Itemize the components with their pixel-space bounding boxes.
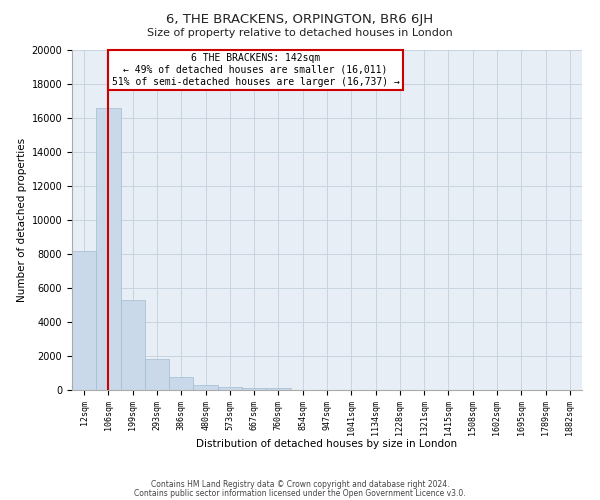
Text: 6 THE BRACKENS: 142sqm
← 49% of detached houses are smaller (16,011)
51% of semi: 6 THE BRACKENS: 142sqm ← 49% of detached… (112, 54, 400, 86)
Text: Contains HM Land Registry data © Crown copyright and database right 2024.: Contains HM Land Registry data © Crown c… (151, 480, 449, 489)
Bar (121, 300, 145, 390)
Text: Size of property relative to detached houses in London: Size of property relative to detached ho… (147, 28, 453, 38)
Bar (72, 250, 96, 390)
Text: 6, THE BRACKENS, ORPINGTON, BR6 6JH: 6, THE BRACKENS, ORPINGTON, BR6 6JH (166, 12, 434, 26)
X-axis label: Distribution of detached houses by size in London: Distribution of detached houses by size … (196, 439, 458, 449)
Bar (96, 108, 121, 390)
Bar (218, 386, 242, 390)
Bar (169, 378, 193, 390)
Bar (242, 388, 266, 390)
Bar (145, 360, 169, 390)
Text: Contains public sector information licensed under the Open Government Licence v3: Contains public sector information licen… (134, 488, 466, 498)
Bar (266, 388, 290, 390)
Y-axis label: Number of detached properties: Number of detached properties (17, 138, 28, 302)
Bar (193, 385, 218, 390)
